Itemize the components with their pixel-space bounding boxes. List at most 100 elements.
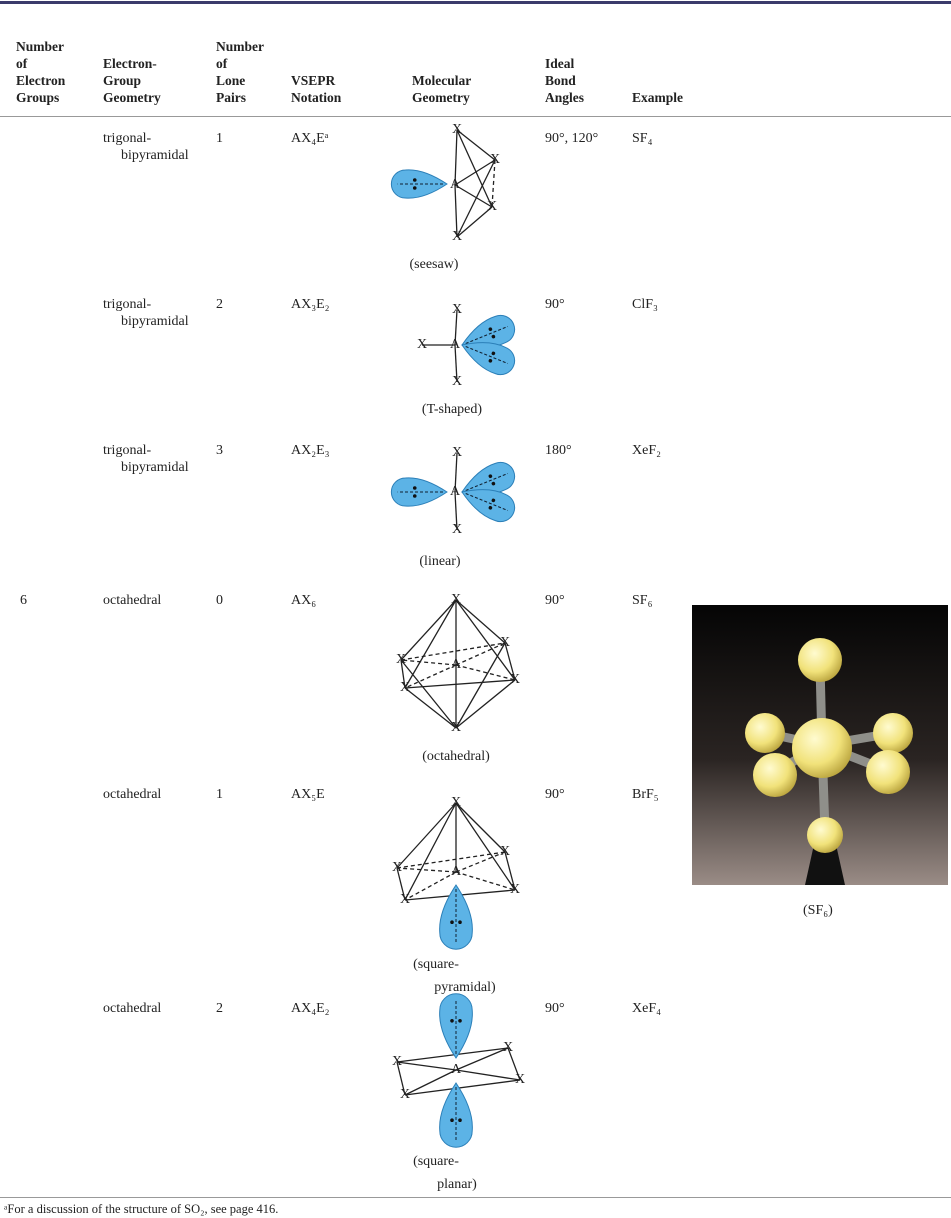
electron: [450, 1018, 454, 1023]
ligand-atom: X: [452, 122, 462, 137]
geometry: bipyramidal: [121, 460, 189, 475]
ligand-atom: X: [400, 680, 410, 695]
lone-pair: [461, 342, 516, 376]
ligand-atom: X: [487, 199, 497, 214]
bond: [455, 851, 506, 873]
lone-pairs: 2: [216, 1001, 223, 1016]
bond: [454, 159, 496, 186]
bond: [404, 1069, 457, 1096]
ligand-atom: X: [451, 592, 461, 607]
header-text: Group: [103, 73, 142, 88]
photo: [692, 605, 948, 885]
header-text: Groups: [16, 90, 60, 105]
lobe: [439, 993, 473, 1059]
central-atom: A: [451, 1062, 462, 1077]
header-text: Notation: [291, 90, 342, 105]
notation: AX₂E₃: [291, 443, 330, 458]
example: ClF₃: [632, 297, 658, 312]
lone-pairs: 2: [216, 297, 223, 312]
footer-rule: [0, 1197, 951, 1198]
central-atom: A: [450, 337, 461, 352]
bond: [404, 664, 457, 689]
bond: [456, 129, 496, 161]
header-text: Pairs: [216, 90, 246, 105]
ligand-atom: X: [515, 1072, 525, 1087]
example: BrF₅: [632, 787, 659, 802]
bond: [455, 599, 506, 644]
header-text: Bond: [545, 73, 576, 88]
electron: [450, 1118, 454, 1123]
header-text: Example: [632, 90, 684, 105]
bond: [400, 659, 457, 729]
notation: AX₆: [291, 593, 317, 608]
central-atom: A: [451, 864, 462, 879]
ligand-atom: X: [500, 844, 510, 859]
electron: [412, 486, 417, 490]
ligand-atom: X: [417, 337, 427, 352]
bond: [396, 1047, 509, 1063]
example: XeF₂: [632, 443, 661, 458]
header-text: VSEPR: [291, 73, 336, 88]
lone-pair: [390, 477, 448, 507]
header-text: Lone: [216, 73, 246, 88]
electron: [488, 327, 493, 332]
electron: [412, 178, 417, 182]
electron: [458, 1118, 462, 1123]
header-cell: Ideal Bond Angles: [545, 6, 584, 106]
header-text: Electron-: [103, 56, 157, 71]
bond: [455, 871, 516, 891]
header-rule: [0, 116, 951, 117]
bond: [456, 129, 493, 208]
example: XeF₄: [632, 1001, 661, 1016]
central-atom: A: [451, 657, 462, 672]
lone-pair: [439, 993, 473, 1059]
lobe: [390, 169, 448, 199]
header-cell: Number of Electron Groups: [16, 6, 65, 106]
lobe-axis: [465, 493, 508, 511]
bond: [404, 599, 457, 689]
notation: AX₄E₂: [291, 1001, 330, 1016]
central-atom: A: [450, 177, 461, 192]
electron: [450, 920, 454, 925]
lobe-axis: [465, 346, 508, 364]
header-cell: Molecular Geometry: [412, 6, 471, 106]
bond: [396, 802, 457, 869]
header-cell: Example: [632, 6, 683, 106]
shape-label: pyramidal): [434, 980, 496, 995]
header-cell: Number of Lone Pairs: [216, 6, 264, 106]
ligand-atom: X: [510, 672, 520, 687]
lone-pairs: 1: [216, 131, 223, 146]
shape-label: (linear): [419, 554, 461, 569]
geometry: octahedral: [103, 593, 162, 608]
top-rule: [0, 1, 951, 4]
bond: [396, 867, 406, 901]
ligand-atom: X: [452, 229, 462, 244]
bond-angles: 180°: [545, 443, 572, 458]
electron: [491, 481, 496, 486]
header-text: of: [16, 56, 28, 71]
bond: [400, 599, 457, 661]
ligand-atom: X: [392, 1054, 402, 1069]
lone-pair: [439, 884, 473, 950]
electron: [488, 474, 493, 479]
bond: [396, 867, 457, 873]
ligand-atom: X: [400, 1087, 410, 1102]
notation: AX₅E: [291, 787, 325, 802]
bond: [404, 687, 457, 729]
shape-label: planar): [437, 1177, 477, 1192]
bond: [491, 159, 496, 208]
header-text: Geometry: [103, 90, 161, 105]
bond: [404, 871, 457, 901]
geometry: bipyramidal: [121, 148, 189, 163]
electron: [412, 494, 417, 498]
bond: [504, 851, 516, 891]
example: SF₄: [632, 131, 653, 146]
bond: [504, 642, 516, 681]
ligand-atom: X: [396, 652, 406, 667]
ligand-atom: X: [510, 882, 520, 897]
lone-pairs: 3: [216, 443, 223, 458]
central-atom: A: [450, 484, 461, 499]
electron-groups: 6: [20, 593, 27, 608]
